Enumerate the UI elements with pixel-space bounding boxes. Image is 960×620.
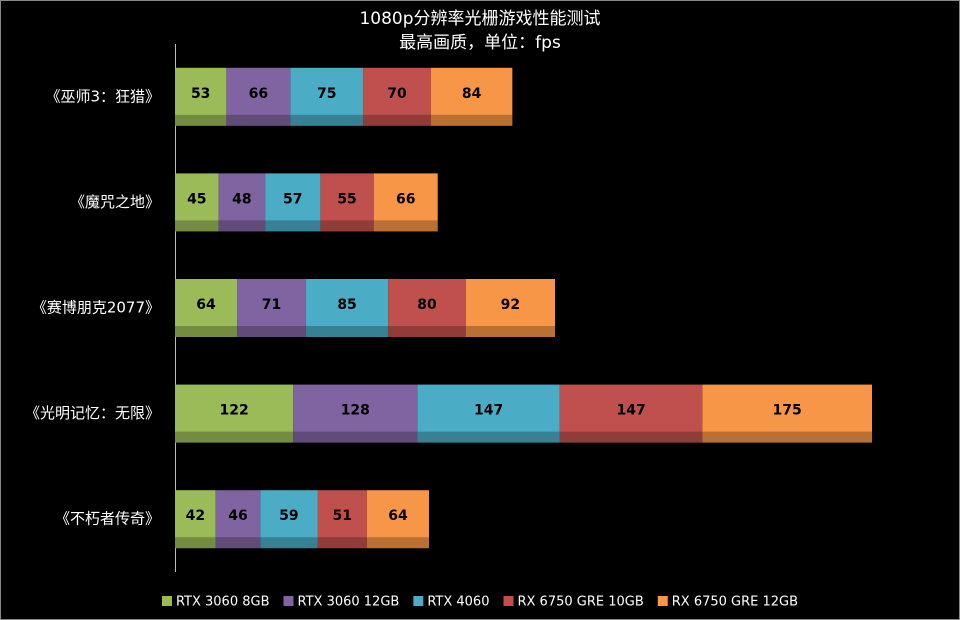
data-label: 80 [417, 297, 437, 313]
bar-shade [702, 431, 872, 443]
bar-segment [260, 490, 318, 549]
legend-swatch [283, 596, 294, 606]
data-label: 75 [317, 86, 336, 102]
data-label: 59 [279, 508, 298, 524]
legend-label: RTX 4060 [427, 595, 489, 610]
bar-shade [265, 220, 321, 232]
data-label: 70 [387, 86, 407, 102]
category-label: 《巫师3：狂猎》 [45, 87, 160, 105]
chart-title: 1080p分辨率光栅游戏性能测试 [359, 9, 600, 29]
bar-segment [305, 279, 389, 337]
bar-shade [305, 326, 389, 337]
bar-shade [218, 220, 266, 232]
bar-shade [290, 114, 364, 126]
data-label: 122 [220, 403, 249, 419]
data-label: 147 [474, 403, 503, 419]
bar-segment [465, 279, 556, 337]
bar-segment [366, 490, 429, 549]
data-label: 51 [332, 508, 351, 524]
bar-segment [175, 173, 219, 232]
bar-segment [265, 173, 321, 232]
bar-segment [215, 490, 261, 549]
bar-shade [417, 431, 560, 443]
bar-segment [175, 490, 216, 549]
bar-segment [293, 384, 418, 443]
bar-segment [218, 173, 266, 232]
bar-shade [260, 537, 318, 549]
bar-segment [363, 67, 431, 126]
bar-segment [175, 279, 238, 337]
data-label: 92 [501, 297, 520, 313]
bar-segment [430, 67, 513, 126]
bar-shade [226, 114, 291, 126]
bar-shade [317, 537, 367, 549]
data-label: 147 [616, 403, 645, 419]
data-label: 48 [232, 191, 251, 207]
data-label: 66 [396, 191, 415, 207]
data-label: 84 [462, 86, 482, 102]
legend-swatch [413, 596, 424, 606]
bar-shade [175, 114, 227, 126]
category-label: 《不朽者传奇》 [55, 510, 160, 528]
bar-shade [430, 114, 513, 126]
bar-segment [559, 384, 703, 443]
legend-label: RTX 3060 8GB [176, 595, 270, 610]
bar-shade [559, 431, 703, 443]
bar-shade [293, 431, 418, 443]
bar-segment [702, 384, 872, 443]
legend-swatch [657, 596, 668, 606]
bar-shade [373, 220, 438, 232]
bar-shade [215, 537, 261, 549]
bar-segment [290, 67, 364, 126]
bar-segment [237, 279, 306, 337]
bar-segment [388, 279, 466, 337]
category-label: 《赛博朋克2077》 [32, 299, 160, 317]
legend-swatch [503, 596, 514, 606]
chart-subtitle: 最高画质，单位：fps [399, 33, 561, 53]
bar-segment [175, 384, 294, 443]
bar-shade [320, 220, 374, 232]
bar-segment [417, 384, 560, 443]
data-label: 57 [283, 191, 302, 207]
data-label: 85 [337, 297, 356, 313]
category-label: 《魔咒之地》 [70, 193, 160, 211]
bar-shade [465, 326, 556, 337]
bar-segment [320, 173, 374, 232]
bar-shade [388, 326, 466, 337]
data-label: 128 [341, 403, 370, 419]
legend-label: RX 6750 GRE 12GB [672, 595, 798, 610]
data-label: 71 [262, 297, 281, 313]
data-label: 42 [186, 508, 205, 524]
category-label: 《光明记忆：无限》 [25, 404, 160, 422]
bar-shade [175, 326, 238, 337]
legend-label: RX 6750 GRE 10GB [517, 595, 643, 610]
bar-shade [175, 220, 219, 232]
bar-segment [373, 173, 438, 232]
data-label: 66 [249, 86, 268, 102]
legend-label: RTX 3060 12GB [298, 595, 400, 610]
data-label: 175 [773, 403, 802, 419]
bar-segment [226, 67, 291, 126]
bar-shade [237, 326, 306, 337]
data-label: 64 [388, 508, 408, 524]
legend-swatch [161, 596, 172, 606]
data-label: 64 [196, 297, 216, 313]
data-label: 46 [228, 508, 247, 524]
bar-segment [175, 67, 227, 126]
bar-segment [317, 490, 367, 549]
bar-shade [175, 537, 216, 549]
data-label: 53 [191, 86, 210, 102]
bar-shade [175, 431, 294, 443]
bar-shade [363, 114, 431, 126]
bar-shade [366, 537, 429, 549]
data-label: 55 [337, 191, 356, 207]
data-label: 45 [187, 191, 206, 207]
